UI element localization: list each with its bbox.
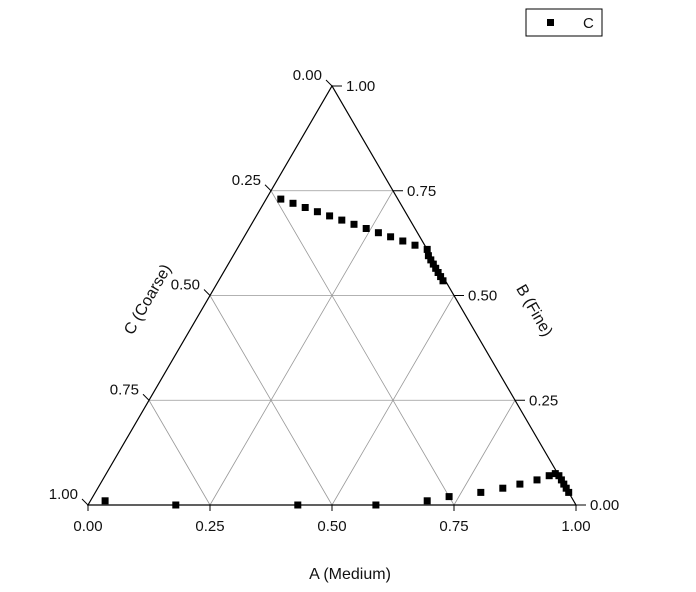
data-point (445, 493, 453, 501)
grid-line-a (453, 400, 516, 506)
legend-marker (547, 19, 554, 26)
data-point (432, 264, 440, 272)
tick-label-c: 0.00 (293, 67, 322, 84)
legend-label: C (583, 15, 594, 32)
tick-c (325, 79, 333, 87)
tick-c (203, 289, 211, 296)
data-point (313, 208, 321, 216)
grid-line-c (148, 400, 211, 506)
data-point (326, 212, 334, 220)
tick-label-a: 0.25 (195, 518, 224, 535)
tick-marks: 0.00 0.00 0.00 0.25 0.25 0.25 0.50 0.50 0.50 0.75… (49, 67, 619, 535)
grid-line-c (270, 190, 455, 506)
data-point (560, 480, 568, 488)
data-point (399, 237, 407, 245)
data-point (387, 233, 395, 241)
tick-label-a: 0.75 (439, 518, 468, 535)
tick-label-c: 0.75 (110, 381, 139, 398)
data-point (551, 470, 559, 478)
tick-label-b: 0.75 (407, 183, 436, 200)
data-point (557, 476, 565, 484)
data-point (545, 472, 553, 480)
tick-label-b: 0.25 (529, 392, 558, 409)
data-point (362, 225, 370, 232)
data-point (437, 273, 445, 281)
data-point (289, 199, 297, 207)
tick-c (142, 393, 150, 401)
legend-box (525, 8, 603, 37)
data-point (423, 497, 431, 505)
axis-title-c: C (Coarse) (121, 262, 175, 338)
tick-c (81, 498, 89, 506)
data-point (562, 484, 570, 492)
tick-c (264, 184, 272, 192)
grid-line-c (209, 295, 333, 506)
data-point (338, 216, 346, 224)
data-points (101, 195, 573, 509)
data-point (533, 476, 541, 484)
data-point (372, 501, 380, 509)
data-point (424, 252, 432, 260)
data-point (427, 256, 435, 264)
tick-label-a: 0.50 (317, 518, 346, 535)
data-point (516, 480, 524, 488)
data-point (423, 245, 431, 253)
data-point (477, 488, 485, 496)
tick-label-b: 1.00 (346, 78, 375, 95)
tick-label-c: 0.50 (171, 277, 200, 294)
tick-label-a: 1.00 (561, 518, 590, 535)
data-point (277, 195, 285, 203)
data-point (555, 472, 563, 480)
axis-title-b: B (Fine) (512, 282, 555, 340)
data-point (172, 501, 180, 509)
grid-line-a (209, 190, 394, 506)
grid-layer (148, 190, 516, 506)
grid-line-a (331, 295, 455, 506)
data-point (294, 501, 302, 509)
tick-label-a: 0.00 (73, 518, 102, 535)
data-point (350, 220, 358, 228)
data-point (374, 229, 382, 237)
data-point (439, 277, 447, 285)
data-point (499, 484, 507, 492)
data-point (434, 269, 442, 276)
data-point (301, 204, 309, 211)
tick-label-b: 0.00 (590, 497, 619, 514)
legend: C (525, 8, 603, 37)
data-point (565, 488, 573, 496)
tick-label-b: 0.50 (468, 288, 497, 305)
data-point (101, 497, 109, 505)
data-point (411, 241, 419, 249)
tick-label-c: 0.25 (232, 172, 261, 189)
axis-title-a: A (Medium) (309, 566, 391, 583)
data-point (429, 260, 437, 268)
tick-label-c: 1.00 (49, 486, 78, 503)
